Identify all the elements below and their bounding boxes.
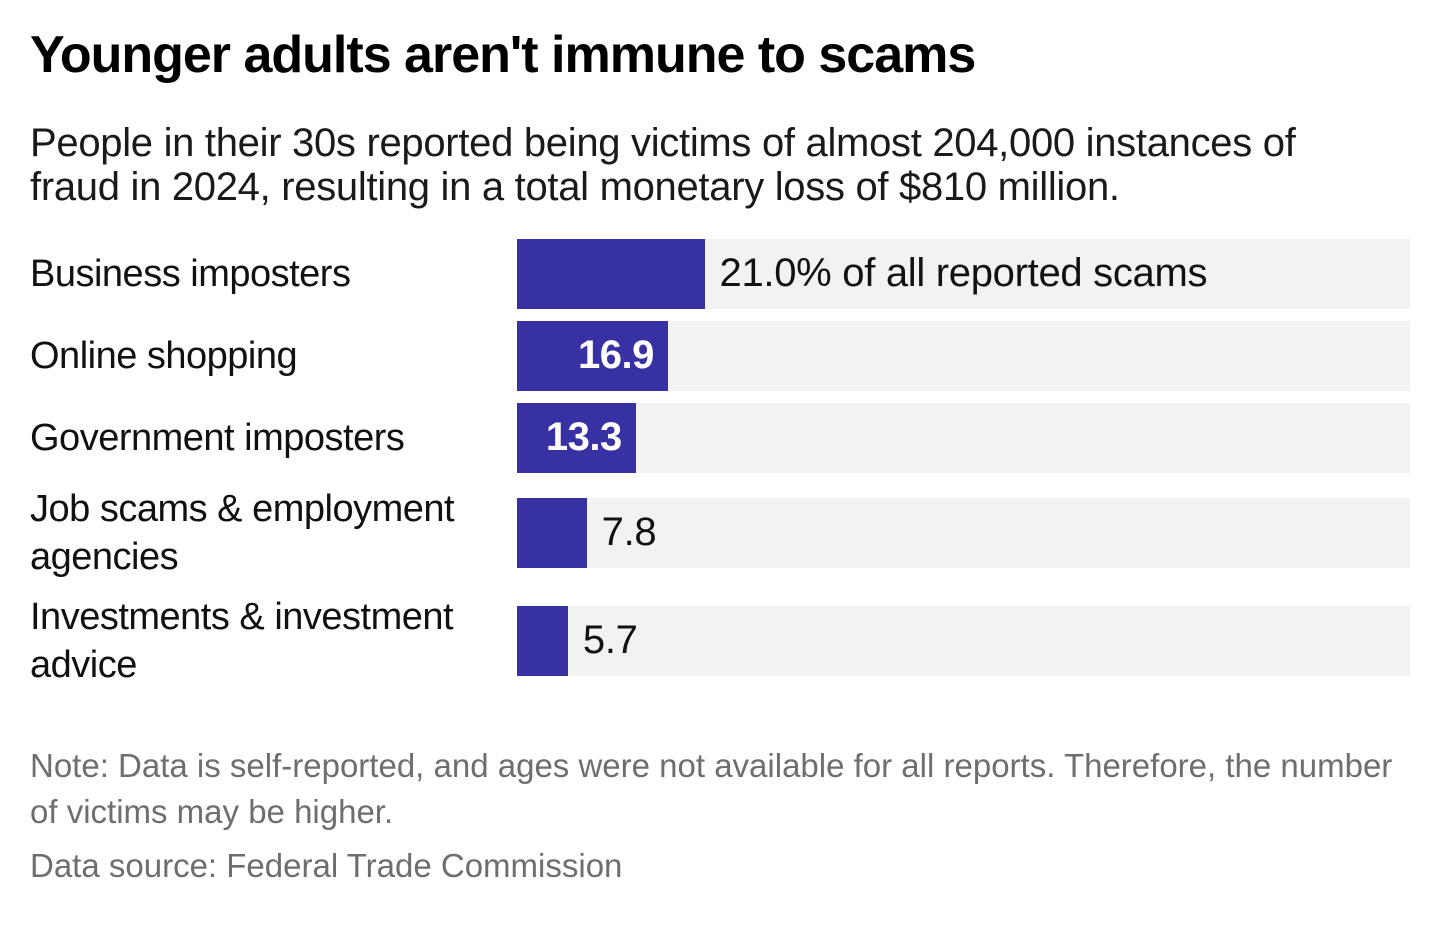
- bar-value-label: 13.3: [545, 415, 622, 460]
- bar: [517, 497, 587, 568]
- bar-track: 13.3: [517, 402, 1410, 473]
- bar: 16.9: [517, 320, 668, 391]
- chart-row-business-imposters: Business imposters 21.0% of all reported…: [30, 238, 1410, 309]
- category-label: Investments & investment advice: [30, 595, 454, 686]
- bar: [517, 238, 705, 309]
- bar-value-label: 16.9: [578, 333, 654, 378]
- bar-value-label: 7.8: [601, 510, 657, 555]
- chart-container: Younger adults aren't immune to scams Pe…: [30, 26, 1410, 889]
- chart-title: Younger adults aren't immune to scams: [30, 26, 976, 84]
- category-label: Online shopping: [30, 334, 298, 377]
- category-label: Government imposters: [30, 416, 405, 459]
- category-label: Job scams & employment agencies: [30, 487, 455, 578]
- bar: 13.3: [517, 402, 636, 473]
- chart-note: Note: Data is self-reported, and ages we…: [30, 746, 1393, 830]
- bar-track: 16.9: [517, 320, 1410, 391]
- data-source: Data source: Federal Trade Commission: [30, 846, 623, 884]
- chart-footer: Note: Data is self-reported, and ages we…: [30, 743, 1410, 889]
- bar-track: 21.0% of all reported scams: [517, 238, 1410, 309]
- bar-value-label: 5.7: [582, 618, 638, 663]
- chart-row-online-shopping: Online shopping 16.9: [30, 320, 1410, 391]
- chart-row-job-scams: Job scams & employment agencies 7.8: [30, 485, 1410, 581]
- bar-chart: Business imposters 21.0% of all reported…: [30, 238, 1410, 689]
- bar-track: 7.8: [517, 497, 1410, 568]
- bar-value-label: 21.0% of all reported scams: [719, 251, 1208, 296]
- chart-subtitle: People in their 30s reported being victi…: [30, 120, 1296, 209]
- chart-row-investments: Investments & investment advice 5.7: [30, 593, 1410, 689]
- bar: [517, 605, 568, 676]
- bar-track: 5.7: [517, 605, 1410, 676]
- category-label: Business imposters: [30, 252, 351, 295]
- chart-row-government-imposters: Government imposters 13.3: [30, 402, 1410, 473]
